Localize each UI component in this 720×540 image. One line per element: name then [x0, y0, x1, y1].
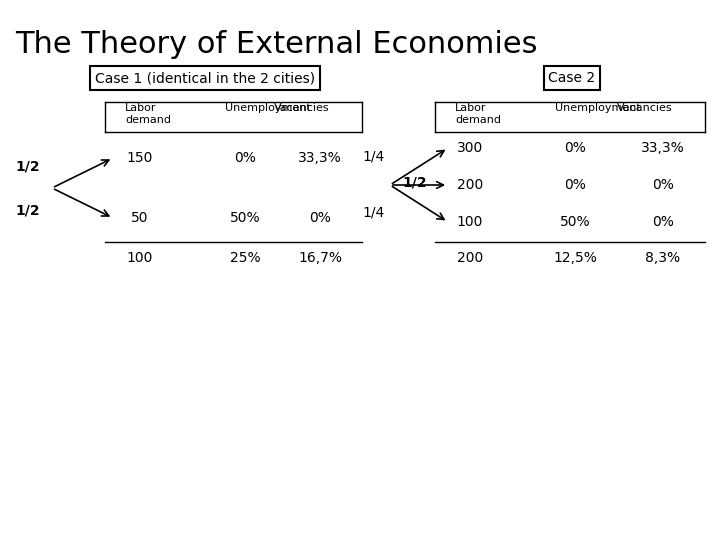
Text: Labor
demand: Labor demand	[455, 103, 501, 125]
Text: 100: 100	[127, 251, 153, 265]
Text: 12,5%: 12,5%	[553, 251, 597, 265]
Text: 1/4: 1/4	[363, 150, 385, 164]
Text: 100: 100	[456, 215, 483, 229]
Text: 0%: 0%	[652, 178, 674, 192]
Text: Vacancies: Vacancies	[617, 103, 673, 113]
Text: Unemployment: Unemployment	[555, 103, 641, 113]
Text: 50%: 50%	[230, 211, 261, 225]
Text: Case 2: Case 2	[549, 71, 595, 85]
Text: Labor
demand: Labor demand	[125, 103, 171, 125]
Text: 0%: 0%	[564, 141, 586, 155]
Text: 0%: 0%	[652, 215, 674, 229]
Text: 16,7%: 16,7%	[298, 251, 342, 265]
Text: 1/2: 1/2	[402, 176, 427, 190]
Text: 200: 200	[457, 251, 483, 265]
Text: 0%: 0%	[564, 178, 586, 192]
Text: Vacancies: Vacancies	[274, 103, 330, 113]
Text: Unemployment: Unemployment	[225, 103, 311, 113]
Text: 50: 50	[131, 211, 149, 225]
Text: 0%: 0%	[309, 211, 331, 225]
Text: 1/2: 1/2	[15, 159, 40, 173]
Text: 150: 150	[127, 151, 153, 165]
Text: 1/4: 1/4	[363, 206, 385, 220]
Text: 33,3%: 33,3%	[298, 151, 342, 165]
Text: 1/2: 1/2	[15, 203, 40, 217]
Text: The Theory of External Economies: The Theory of External Economies	[15, 30, 538, 59]
Text: 200: 200	[457, 178, 483, 192]
Text: 8,3%: 8,3%	[645, 251, 680, 265]
Text: 25%: 25%	[230, 251, 261, 265]
Text: 300: 300	[457, 141, 483, 155]
Text: 33,3%: 33,3%	[641, 141, 685, 155]
Text: Case 1 (identical in the 2 cities): Case 1 (identical in the 2 cities)	[95, 71, 315, 85]
Text: 0%: 0%	[234, 151, 256, 165]
Text: 50%: 50%	[559, 215, 590, 229]
